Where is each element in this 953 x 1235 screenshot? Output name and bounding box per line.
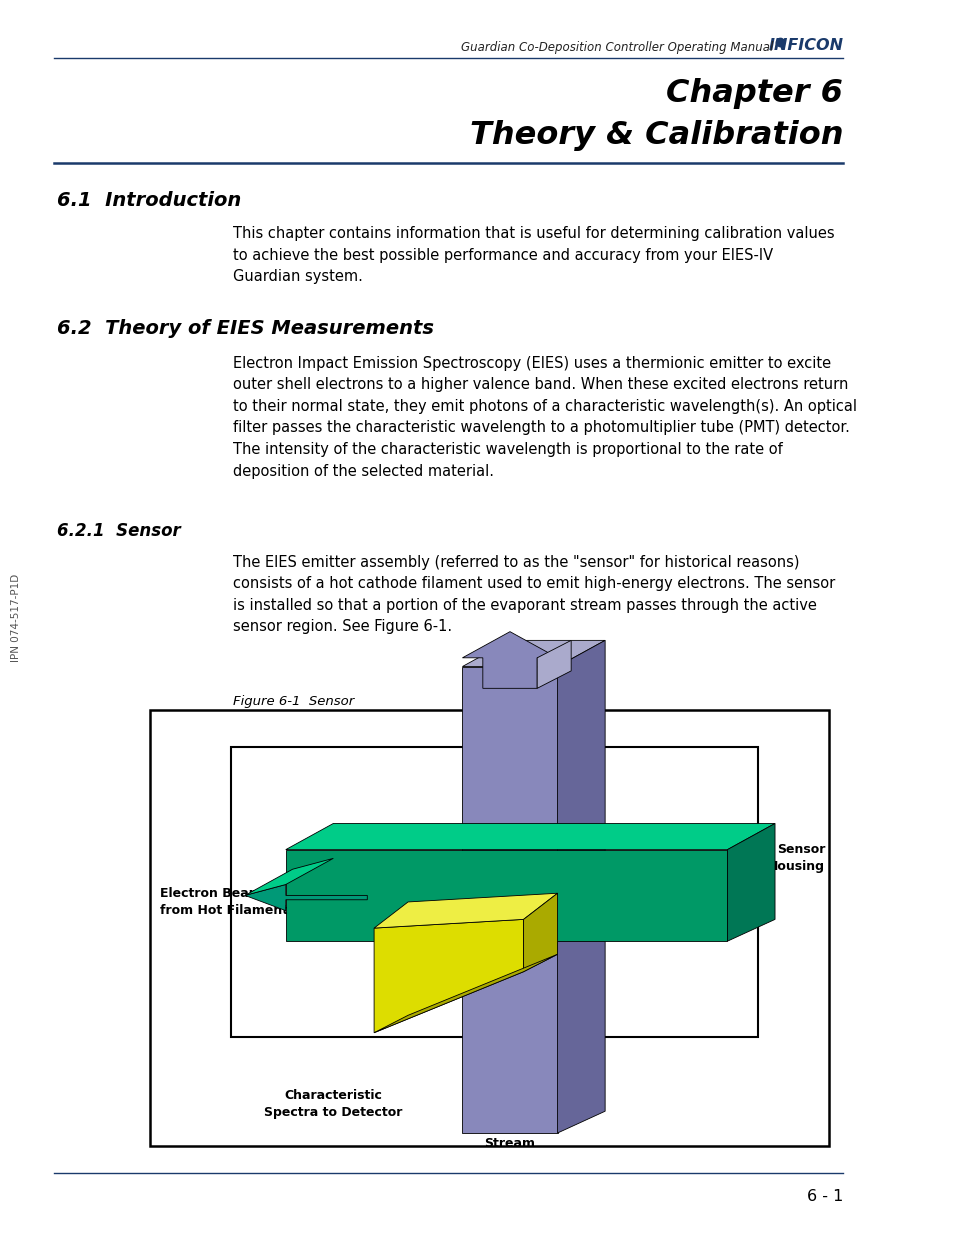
Text: 6.2.1  Sensor: 6.2.1 Sensor — [56, 522, 180, 541]
Text: INFICON: INFICON — [767, 38, 842, 53]
Text: 6.1  Introduction: 6.1 Introduction — [56, 191, 240, 210]
Text: 6 - 1: 6 - 1 — [806, 1189, 842, 1204]
Polygon shape — [245, 858, 333, 895]
Text: Sensor
Housing: Sensor Housing — [767, 844, 824, 873]
Bar — [150, 710, 828, 1146]
Text: Characteristic
Spectra to Detector: Characteristic Spectra to Detector — [264, 1089, 402, 1119]
Polygon shape — [286, 850, 727, 941]
Text: Theory & Calibration: Theory & Calibration — [469, 120, 842, 151]
Text: IPN 074-517-P1D: IPN 074-517-P1D — [10, 573, 21, 662]
Polygon shape — [557, 641, 604, 1132]
Text: Electron Impact Emission Spectroscopy (EIES) uses a thermionic emitter to excite: Electron Impact Emission Spectroscopy (E… — [233, 356, 857, 479]
Polygon shape — [462, 631, 557, 688]
Polygon shape — [286, 824, 774, 850]
Polygon shape — [523, 893, 557, 972]
Bar — [231, 747, 757, 1037]
Polygon shape — [245, 884, 367, 910]
Polygon shape — [727, 824, 774, 941]
Polygon shape — [374, 893, 557, 929]
Polygon shape — [537, 641, 571, 688]
Text: This chapter contains information that is useful for determining calibration val: This chapter contains information that i… — [233, 226, 834, 284]
Text: Evaporant
Stream: Evaporant Stream — [474, 1120, 545, 1150]
Polygon shape — [462, 641, 604, 667]
Text: 6.2  Theory of EIES Measurements: 6.2 Theory of EIES Measurements — [56, 319, 434, 337]
Polygon shape — [374, 919, 523, 1032]
Text: Guardian Co-Deposition Controller Operating Manual: Guardian Co-Deposition Controller Operat… — [460, 41, 772, 54]
Text: Figure 6-1  Sensor: Figure 6-1 Sensor — [233, 695, 355, 709]
Text: Chapter 6: Chapter 6 — [666, 78, 842, 109]
Polygon shape — [374, 955, 557, 1032]
Text: The EIES emitter assembly (referred to as the "sensor" for historical reasons)
c: The EIES emitter assembly (referred to a… — [233, 555, 835, 635]
Polygon shape — [462, 667, 557, 1132]
Text: Electron Beam
from Hot Filament: Electron Beam from Hot Filament — [160, 887, 288, 916]
